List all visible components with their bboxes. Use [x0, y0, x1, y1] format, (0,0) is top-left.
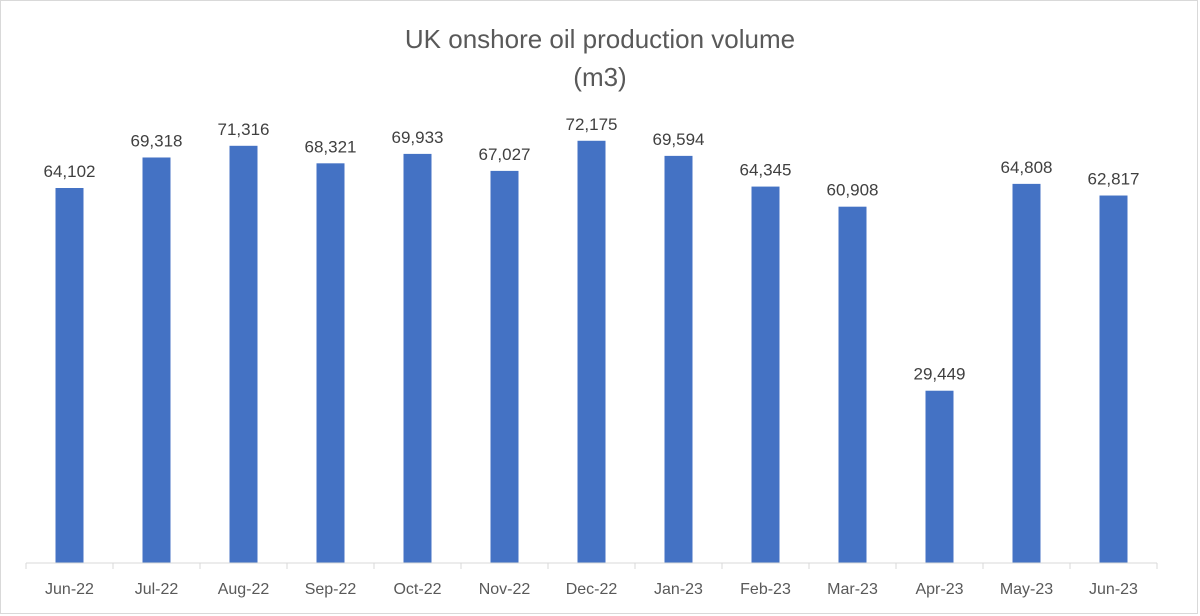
bar-nov-22: [490, 170, 519, 564]
bar-dec-22: [577, 140, 606, 563]
data-label-feb-23: 64,345: [740, 161, 792, 180]
x-tick-label-dec-22: Dec-22: [566, 581, 618, 598]
x-tick-label-jan-23: Jan-23: [654, 581, 703, 598]
chart-title-block: UK onshore oil production volume (m3): [0, 20, 1200, 96]
data-label-jul-22: 69,318: [131, 131, 183, 150]
x-axis-labels: Jun-22 Jul-22 Aug-22 Sep-22 Oct-22 Nov-22 Dec-…: [45, 581, 1138, 598]
data-label-dec-22: 72,175: [566, 115, 618, 134]
chart-title: UK onshore oil production volume: [404, 24, 796, 54]
x-axis-ticks: [25, 563, 1158, 569]
bar-aug-22: [229, 145, 258, 564]
bar-jun-22: [55, 188, 84, 563]
data-label-sep-22: 68,321: [305, 137, 357, 156]
x-tick-label-jun-23: Jun-23: [1089, 581, 1138, 598]
x-tick-label-jun-22: Jun-22: [45, 581, 94, 598]
x-tick-label-may-23: May-23: [1000, 581, 1053, 598]
bar-jun-23: [1099, 195, 1128, 563]
data-label-aug-22: 71,316: [218, 120, 270, 139]
data-label-apr-23: 29,449: [914, 365, 966, 384]
bar-mar-23: [838, 206, 867, 563]
x-tick-label-mar-23: Mar-23: [827, 581, 878, 598]
bar-feb-23: [751, 186, 780, 563]
x-tick-label-nov-22: Nov-22: [479, 581, 531, 598]
data-label-jun-23: 62,817: [1088, 170, 1140, 189]
bar-jan-23: [664, 155, 693, 563]
data-labels-group: 64,102 69,318 71,316 68,321 69,933 67,027 72,1…: [44, 115, 1140, 384]
chart-subtitle: (m3): [573, 62, 627, 92]
x-tick-label-aug-22: Aug-22: [218, 581, 270, 598]
data-label-oct-22: 69,933: [392, 128, 444, 147]
bar-may-23: [1012, 183, 1041, 563]
bar-oct-22: [403, 153, 432, 563]
x-tick-label-jul-22: Jul-22: [135, 581, 179, 598]
bar-apr-23: [925, 390, 954, 563]
bars-group: [55, 140, 1128, 564]
bar-sep-22: [316, 163, 345, 563]
data-label-nov-22: 67,027: [479, 145, 531, 164]
data-label-jun-22: 64,102: [44, 162, 96, 181]
bar-jul-22: [142, 157, 171, 564]
data-label-may-23: 64,808: [1001, 158, 1053, 177]
x-tick-label-oct-22: Oct-22: [393, 581, 441, 598]
x-tick-label-feb-23: Feb-23: [740, 581, 791, 598]
x-tick-label-sep-22: Sep-22: [305, 581, 357, 598]
x-tick-label-apr-23: Apr-23: [915, 581, 963, 598]
data-label-jan-23: 69,594: [653, 130, 705, 149]
data-label-mar-23: 60,908: [827, 181, 879, 200]
